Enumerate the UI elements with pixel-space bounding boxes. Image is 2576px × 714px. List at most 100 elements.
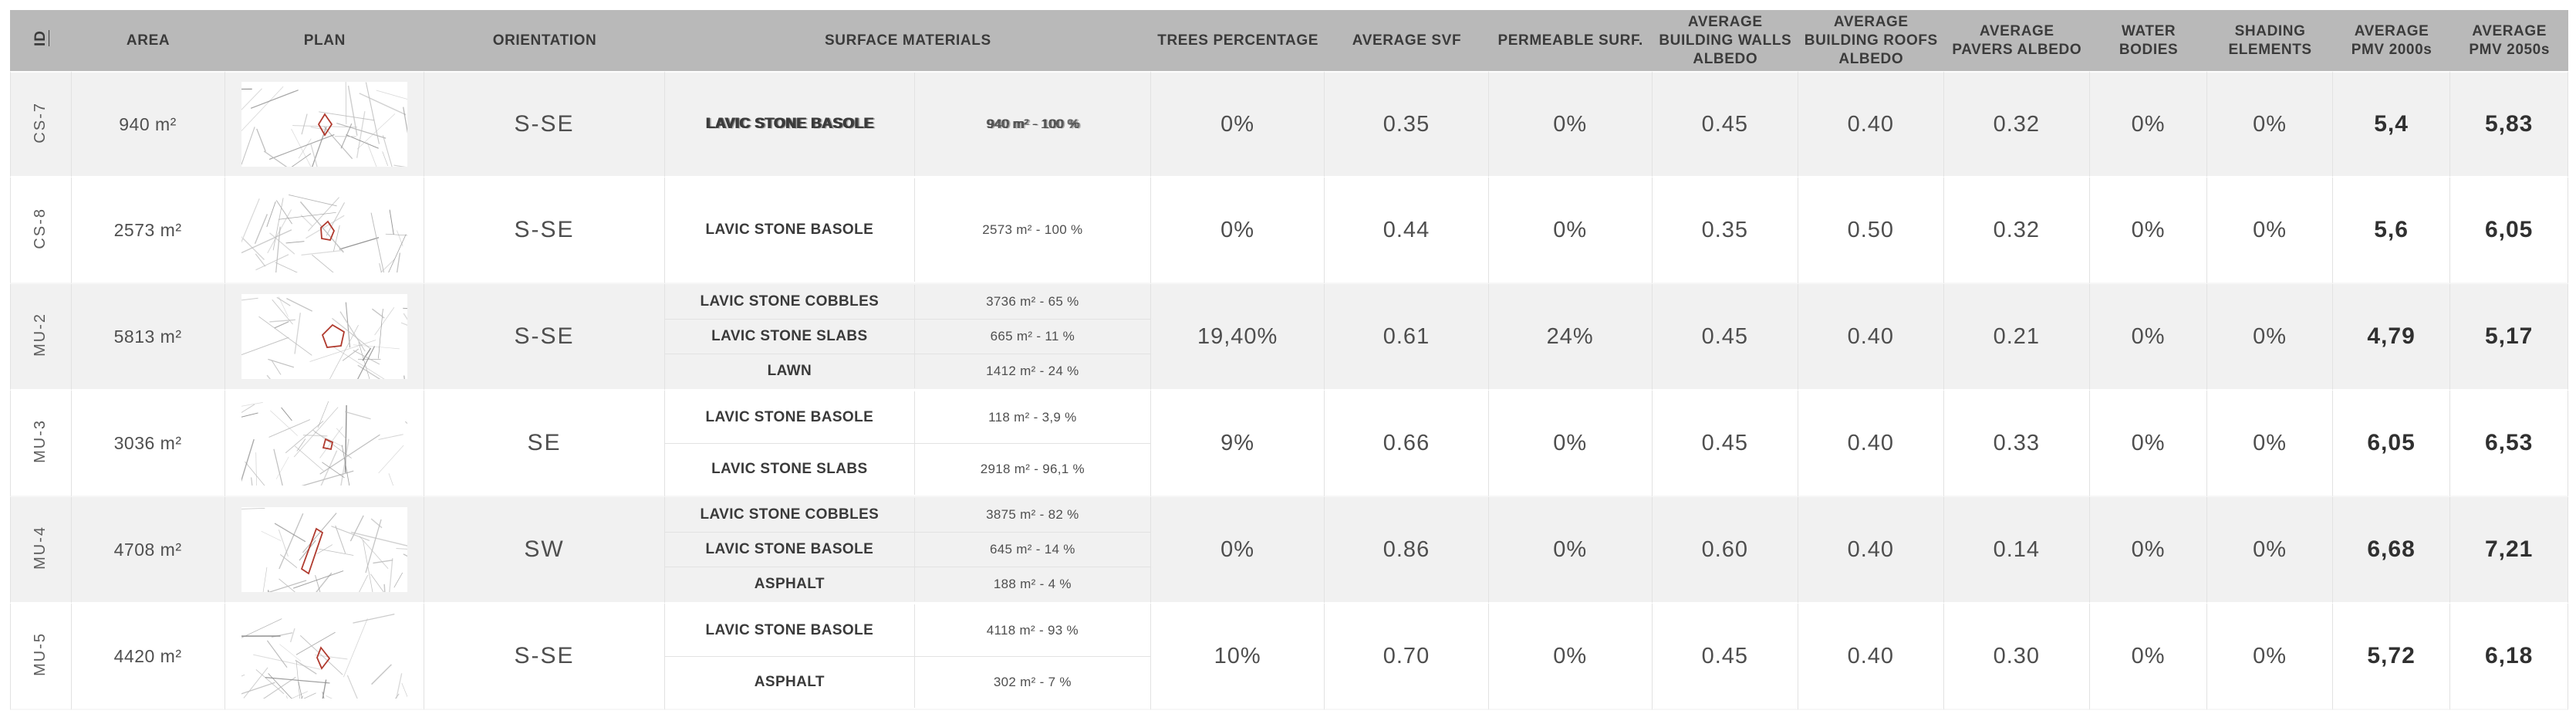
map-street-line — [262, 567, 268, 593]
map-street-line — [301, 250, 343, 256]
material-area-share: 188 m² - 4 % — [915, 567, 1150, 601]
material-row: LAVIC STONE COBBLES 3875 m² - 82 % — [665, 498, 1150, 533]
row-id-label: MU-3 — [32, 419, 49, 464]
roofs-albedo-value: 0.40 — [1847, 323, 1895, 349]
map-street-line — [241, 198, 260, 244]
materials-list: LAVIC STONE COBBLES 3736 m² - 65 % LAVIC S… — [664, 285, 1150, 389]
cell-id: MU-3 — [10, 391, 72, 498]
cell-trees: 0% — [1150, 497, 1325, 604]
pmv-2050s-value: 5,83 — [2484, 111, 2534, 137]
map-street-line — [261, 531, 282, 542]
map-street-line — [378, 445, 404, 474]
cell-id: MU-5 — [10, 604, 72, 711]
map-street-line — [317, 401, 329, 428]
cell-plan — [225, 284, 425, 391]
plan-map-image — [241, 188, 407, 273]
map-street-line — [281, 407, 292, 421]
header-row: ID AREA PLAN ORIENTATION SURFACE MATERIALS TR… — [10, 10, 2568, 72]
trees-value: 10% — [1214, 643, 1261, 668]
material-area-share: 2573 m² - 100 % — [915, 178, 1150, 282]
material-area-share-label: 1412 m² - 24 % — [986, 364, 1079, 379]
map-street-line — [266, 201, 276, 228]
material-area-share-label: 3736 m² - 65 % — [986, 294, 1079, 310]
map-street-line — [371, 308, 385, 319]
map-street-line — [374, 307, 395, 336]
column-header-shading: SHADING ELEMENTS — [2207, 10, 2333, 72]
map-street-line — [382, 151, 388, 167]
pavers-albedo-value: 0.21 — [1993, 323, 2041, 349]
plan-map-image — [241, 507, 407, 593]
plan-map-image — [241, 614, 407, 699]
water-value: 0% — [2131, 217, 2166, 242]
map-street-line — [241, 404, 255, 414]
map-street-line — [341, 445, 350, 486]
cell-plan — [225, 604, 425, 711]
cell-pmv-2050s: 5,83 — [2450, 71, 2568, 178]
map-street-line — [323, 126, 353, 160]
map-street-line — [269, 410, 298, 437]
map-street-line — [300, 215, 312, 227]
map-street-line — [366, 141, 377, 168]
map-street-line — [266, 374, 271, 380]
column-header-plan: PLAN — [225, 10, 425, 72]
walls-albedo-value: 0.45 — [1701, 111, 1749, 137]
trees-value: 0% — [1220, 217, 1255, 242]
svf-value: 0.86 — [1383, 536, 1430, 562]
table-row-cs-8: CS-8 2573 m² S-SE LAVIC STONE BASOLE 2573 m²… — [10, 178, 2568, 285]
pmv-2000s-value: 5,72 — [2367, 643, 2416, 669]
material-area-share: 118 m² - 3,9 % — [915, 391, 1150, 443]
walls-albedo-value: 0.60 — [1701, 536, 1749, 562]
map-street-line — [268, 359, 294, 368]
cell-pmv-2000s: 5,6 — [2332, 178, 2451, 285]
water-value: 0% — [2131, 430, 2166, 455]
material-name-label: LAVIC STONE BASOLE — [705, 408, 874, 425]
map-street-line — [335, 526, 346, 554]
map-street-line — [294, 445, 324, 472]
column-header-materials: SURFACE MATERIALS — [664, 10, 1151, 72]
material-area-share-label: 645 m² - 14 % — [990, 542, 1075, 557]
map-street-line — [349, 515, 364, 542]
map-street-line — [279, 513, 304, 570]
map-street-line — [353, 614, 395, 624]
cell-area: 4420 m² — [71, 604, 225, 711]
cell-pmv-2000s: 5,72 — [2332, 604, 2451, 711]
map-street-line — [365, 519, 382, 574]
cell-pavers-albedo: 0.14 — [1943, 497, 2090, 604]
cell-walls-albedo: 0.45 — [1652, 604, 1798, 711]
map-street-line — [302, 435, 328, 437]
cell-water: 0% — [2089, 497, 2208, 604]
cell-plan — [225, 497, 425, 604]
map-street-line — [358, 342, 370, 380]
map-street-line — [302, 513, 337, 553]
map-street-line — [318, 111, 375, 121]
row-id-label: MU-5 — [32, 632, 49, 677]
map-street-line — [393, 573, 403, 588]
map-street-line — [243, 667, 268, 699]
column-header-label: SHADING ELEMENTS — [2228, 22, 2312, 58]
shading-value: 0% — [2253, 643, 2287, 668]
map-street-line — [339, 237, 380, 250]
material-name: LAVIC STONE SLABS — [665, 443, 915, 496]
row-id-label: CS-7 — [32, 101, 49, 144]
cell-roofs-albedo: 0.40 — [1798, 284, 1944, 391]
map-street-line — [314, 431, 343, 448]
map-street-line — [319, 549, 354, 557]
map-street-line — [310, 143, 318, 168]
material-area-share-label: 302 m² - 7 % — [993, 675, 1072, 689]
shading-value: 0% — [2253, 111, 2287, 137]
map-street-line — [241, 412, 258, 418]
map-street-line — [388, 558, 393, 593]
map-street-line — [269, 319, 295, 323]
map-street-line — [356, 346, 375, 380]
cell-trees: 10% — [1150, 604, 1325, 711]
material-name: LAVIC STONE COBBLES — [665, 498, 915, 533]
cell-svf: 0.70 — [1325, 604, 1489, 711]
map-street-line — [357, 364, 381, 380]
cell-roofs-albedo: 0.40 — [1798, 604, 1944, 711]
trees-value: 0% — [1220, 111, 1255, 137]
cell-water: 0% — [2089, 284, 2208, 391]
cell-orientation: S-SE — [424, 71, 665, 178]
map-street-line — [301, 113, 308, 135]
column-header-label: WATER BODIES — [2119, 22, 2179, 58]
cell-water: 0% — [2089, 604, 2208, 711]
